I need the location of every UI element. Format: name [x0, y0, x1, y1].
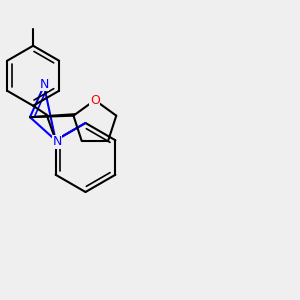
Text: N: N — [39, 78, 49, 91]
Text: N: N — [52, 135, 62, 148]
Text: O: O — [90, 94, 100, 106]
